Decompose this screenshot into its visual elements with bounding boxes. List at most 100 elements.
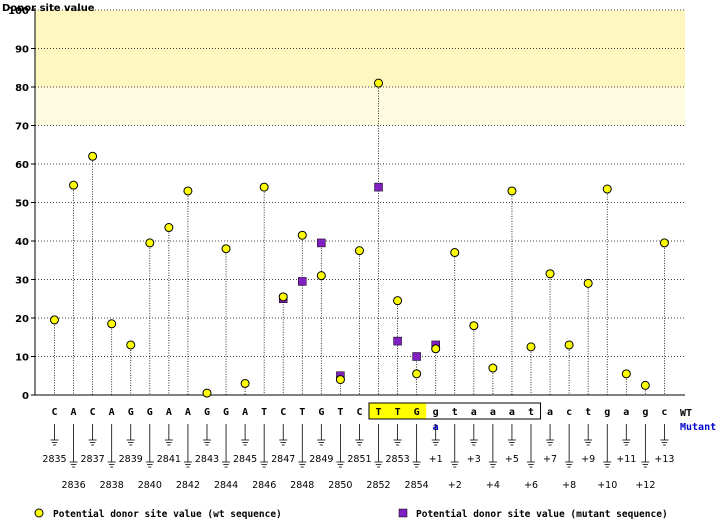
wt-marker [259, 182, 269, 192]
base-letter: G [204, 407, 210, 418]
wt-marker [640, 380, 650, 390]
position-label: +7 [543, 454, 557, 465]
legend-wt-marker [34, 508, 44, 518]
base-letter: T [299, 407, 305, 418]
position-label: +11 [616, 454, 636, 465]
base-letter: t [528, 407, 534, 418]
stems [54, 83, 665, 395]
gridlines [31, 9, 685, 396]
wt-marker [507, 186, 517, 196]
band-light [35, 87, 685, 126]
sequence-track: CACAGGAAGGATCTGTCTTGgataaatactgagc [51, 402, 667, 433]
base-letter: a [509, 407, 515, 418]
wt-marker [126, 340, 136, 350]
wt-marker [583, 278, 593, 288]
wt-marker [545, 269, 555, 279]
position-label: +3 [467, 454, 481, 465]
wt-marker [107, 319, 117, 329]
base-letter: c [566, 407, 572, 418]
y-tick-label: 60 [15, 160, 29, 171]
wt-marker [88, 151, 98, 161]
base-letter: G [223, 407, 229, 418]
donor-box [368, 402, 542, 420]
wt-marker [221, 244, 231, 254]
position-label: 2850 [328, 480, 352, 491]
mutant-marker [412, 352, 421, 361]
y-tick-labels: 0 10 20 30 40 50 60 70 80 90 100 [8, 6, 29, 402]
legend-mut-marker [398, 508, 408, 518]
position-label: 2840 [138, 480, 162, 491]
base-letter: c [661, 407, 667, 418]
position-label: +2 [448, 480, 462, 491]
base-letter: G [414, 407, 420, 418]
base-letter: T [376, 407, 382, 418]
wt-marker [354, 246, 364, 256]
position-label: +8 [562, 480, 576, 491]
base-letter: a [490, 407, 496, 418]
y-tick-label: 20 [15, 314, 29, 325]
position-label: 2852 [366, 480, 390, 491]
legend-wt-label: Potential donor site value (wt sequence) [53, 509, 282, 520]
y-tick-label: 30 [15, 276, 29, 287]
wt-marker [488, 363, 498, 373]
base-letter: t [452, 407, 458, 418]
position-label: 2842 [176, 480, 200, 491]
position-label: 2839 [119, 454, 143, 465]
legend-mut-label: Potential donor site value (mutant seque… [416, 509, 668, 520]
base-letter: A [242, 407, 248, 418]
wt-marker [316, 271, 326, 281]
base-letter: g [642, 407, 648, 418]
position-label: +9 [581, 454, 595, 465]
position-label: 2838 [100, 480, 124, 491]
base-letter: C [356, 407, 362, 418]
wt-marker [602, 184, 612, 194]
wt-marker [297, 230, 307, 240]
mutant-row-label: Mutant [680, 422, 716, 433]
position-labels: 2835 2836 2837 2838 2839 2840 2841 2842 2843 2844… [42, 424, 674, 491]
wt-marker [145, 238, 155, 248]
position-label: 2837 [81, 454, 105, 465]
position-label: 2848 [290, 480, 314, 491]
wt-marker [50, 315, 59, 325]
base-letter: C [51, 407, 57, 418]
wt-marker [412, 369, 422, 379]
base-letter: C [90, 407, 96, 418]
position-label: +13 [654, 454, 674, 465]
wt-marker [450, 248, 460, 258]
exon-box-highlight [368, 403, 427, 419]
base-letter: a [471, 407, 477, 418]
wt-marker [183, 186, 193, 196]
wt-marker [526, 342, 536, 352]
position-label: 2845 [233, 454, 257, 465]
y-axis-label: Donor site value [2, 3, 95, 14]
position-label: 2843 [195, 454, 219, 465]
wt-marker [202, 388, 212, 398]
wt-marker [374, 78, 384, 88]
mutant-marker [317, 238, 326, 248]
y-tick-label: 50 [15, 199, 29, 210]
position-label: +1 [429, 454, 443, 465]
base-letter: T [261, 407, 267, 418]
position-label: +4 [486, 480, 500, 491]
base-letter: A [166, 407, 172, 418]
position-label: 2853 [385, 454, 409, 465]
base-letter: G [318, 407, 324, 418]
position-label: 2835 [42, 454, 66, 465]
position-label: 2841 [157, 454, 181, 465]
wt-marker [564, 340, 574, 350]
base-letter: a [547, 407, 553, 418]
position-label: +5 [505, 454, 519, 465]
position-label: 2846 [252, 480, 276, 491]
position-label: 2847 [271, 454, 295, 465]
base-letter: A [109, 407, 115, 418]
legend: Potential donor site value (wt sequence)… [34, 508, 668, 520]
wt-marker [164, 223, 174, 233]
base-letter: G [128, 407, 134, 418]
y-tick-label: 90 [15, 45, 29, 56]
base-letter: g [433, 407, 439, 418]
wt-marker [335, 375, 345, 385]
position-label: 2844 [214, 480, 238, 491]
wt-marker [240, 378, 250, 388]
axes [34, 8, 685, 396]
